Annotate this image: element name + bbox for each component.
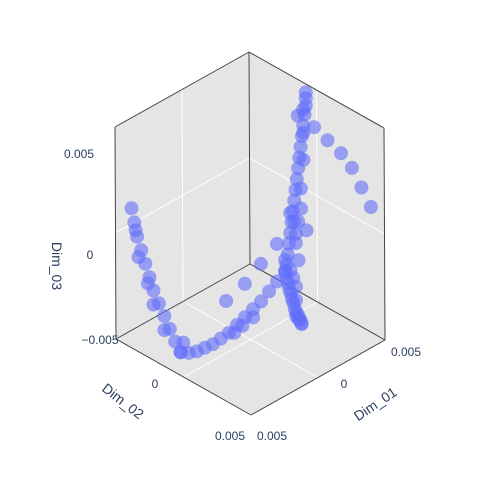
scatter-point	[127, 215, 141, 229]
z-tick-label: 0.005	[64, 147, 94, 161]
scatter-point	[134, 243, 148, 257]
x-tick-label: 0.005	[257, 429, 287, 443]
scatter-point	[168, 335, 182, 349]
scatter-point	[345, 161, 359, 175]
scatter-point	[246, 310, 260, 324]
x-axis-title: Dim_01	[351, 384, 400, 424]
scatter-point	[354, 181, 368, 195]
scatter-point	[294, 182, 308, 196]
scatter-point	[364, 200, 378, 214]
scatter-point	[334, 146, 348, 160]
scatter-point	[321, 133, 335, 147]
y-tick-label: 0.005	[215, 429, 245, 443]
scatter-point	[142, 270, 156, 284]
x-tick-label: 0.005	[391, 345, 421, 359]
scatter-point	[307, 120, 321, 134]
scatter-point	[138, 257, 152, 271]
scatter-point	[270, 237, 284, 251]
scatter-point	[291, 109, 305, 123]
scatter-point	[219, 294, 233, 308]
z-tick-label: 0	[87, 248, 94, 262]
scatter-point	[289, 236, 303, 250]
scatter-point	[295, 317, 309, 331]
scatter-point	[157, 309, 171, 323]
y-axis-title: Dim_02	[99, 380, 147, 422]
scatter-point	[294, 202, 308, 216]
scatter-point	[163, 322, 177, 336]
scatter-point	[238, 277, 252, 291]
z-tick-label: −0.005	[81, 333, 118, 347]
scatter-point	[152, 296, 166, 310]
scatter-point	[254, 257, 268, 271]
scatter-point	[130, 230, 144, 244]
scatter-point	[125, 201, 139, 215]
z-axis-title: Dim_03	[49, 242, 65, 290]
scatter-point	[147, 284, 161, 298]
scatter-point	[289, 280, 303, 294]
y-tick-label: 0	[152, 377, 159, 391]
x-tick-label: 0	[341, 377, 348, 391]
scatter-point	[300, 223, 314, 237]
